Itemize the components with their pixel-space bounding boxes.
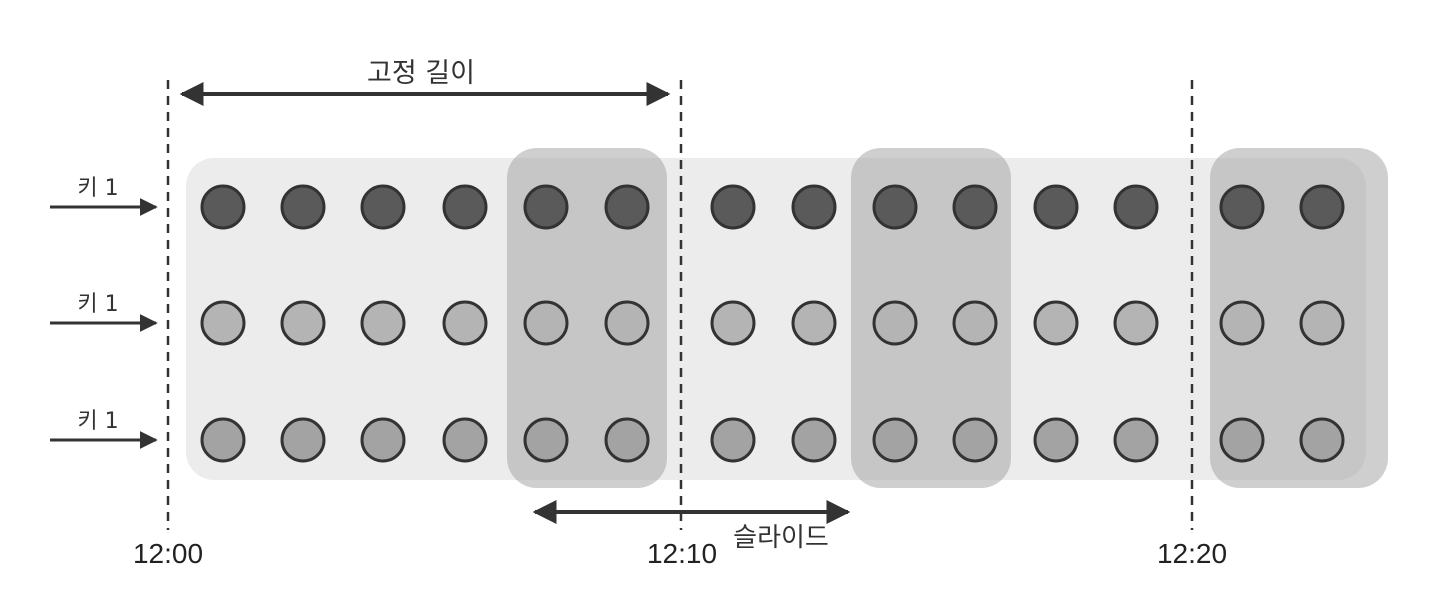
event-dot-key3-1 [200,417,246,463]
key-label-3: 키 1 [77,409,118,434]
event-dot-key1-9 [872,184,918,230]
event-dots [200,184,1345,463]
event-dot-key2-9 [872,300,918,346]
event-dot-key1-11 [1033,184,1079,230]
event-dot-key1-13 [1219,184,1265,230]
event-dot-key2-4 [442,300,488,346]
slide-indicator: 슬라이드 [532,500,851,553]
event-dot-key1-12 [1113,184,1159,230]
event-dot-key2-7 [710,300,756,346]
event-dot-key1-2 [280,184,326,230]
event-dot-key3-11 [1033,417,1079,463]
event-dot-key3-4 [442,417,488,463]
event-dot-key2-10 [952,300,998,346]
time-labels: 12:00 12:10 12:20 [133,538,1227,569]
event-dot-key2-14 [1299,300,1345,346]
time-label-1210: 12:10 [647,538,717,569]
fixed-length-indicator: 고정 길이 [179,58,671,106]
key-inputs: 키 1 키 1 키 1 [50,176,158,449]
fixed-length-label: 고정 길이 [367,58,475,89]
event-dot-key3-2 [280,417,326,463]
window-3 [1210,148,1388,488]
event-dot-key3-10 [952,417,998,463]
event-dot-key2-1 [200,300,246,346]
event-dot-key2-12 [1113,300,1159,346]
event-stream-band [186,158,1366,480]
event-dot-key2-6 [604,300,650,346]
event-dot-key1-1 [200,184,246,230]
event-dot-key1-6 [604,184,650,230]
event-dot-key2-2 [280,300,326,346]
window-1 [507,148,667,488]
key-label-2: 키 1 [77,292,118,317]
event-dot-key3-5 [523,417,569,463]
event-dot-key1-14 [1299,184,1345,230]
event-dot-key1-10 [952,184,998,230]
event-dot-key3-12 [1113,417,1159,463]
event-dot-key3-7 [710,417,756,463]
event-dot-key3-14 [1299,417,1345,463]
event-dot-key3-3 [360,417,406,463]
event-dot-key2-5 [523,300,569,346]
event-dot-key1-5 [523,184,569,230]
event-dot-key3-9 [872,417,918,463]
event-dot-key1-3 [360,184,406,230]
event-dot-key3-13 [1219,417,1265,463]
event-dot-key3-6 [604,417,650,463]
event-dot-key1-7 [710,184,756,230]
sliding-windows [507,148,1388,488]
event-dot-key3-8 [791,417,837,463]
event-dot-key1-4 [442,184,488,230]
time-marker-lines [166,80,1194,530]
time-label-1220: 12:20 [1157,538,1227,569]
time-label-1200: 12:00 [133,538,203,569]
key-label-1: 키 1 [77,176,118,201]
event-dot-key2-3 [360,300,406,346]
event-dot-key1-8 [791,184,837,230]
event-dot-key2-13 [1219,300,1265,346]
slide-label: 슬라이드 [733,523,829,553]
window-2 [851,148,1011,488]
event-dot-key2-11 [1033,300,1079,346]
event-dot-key2-8 [791,300,837,346]
